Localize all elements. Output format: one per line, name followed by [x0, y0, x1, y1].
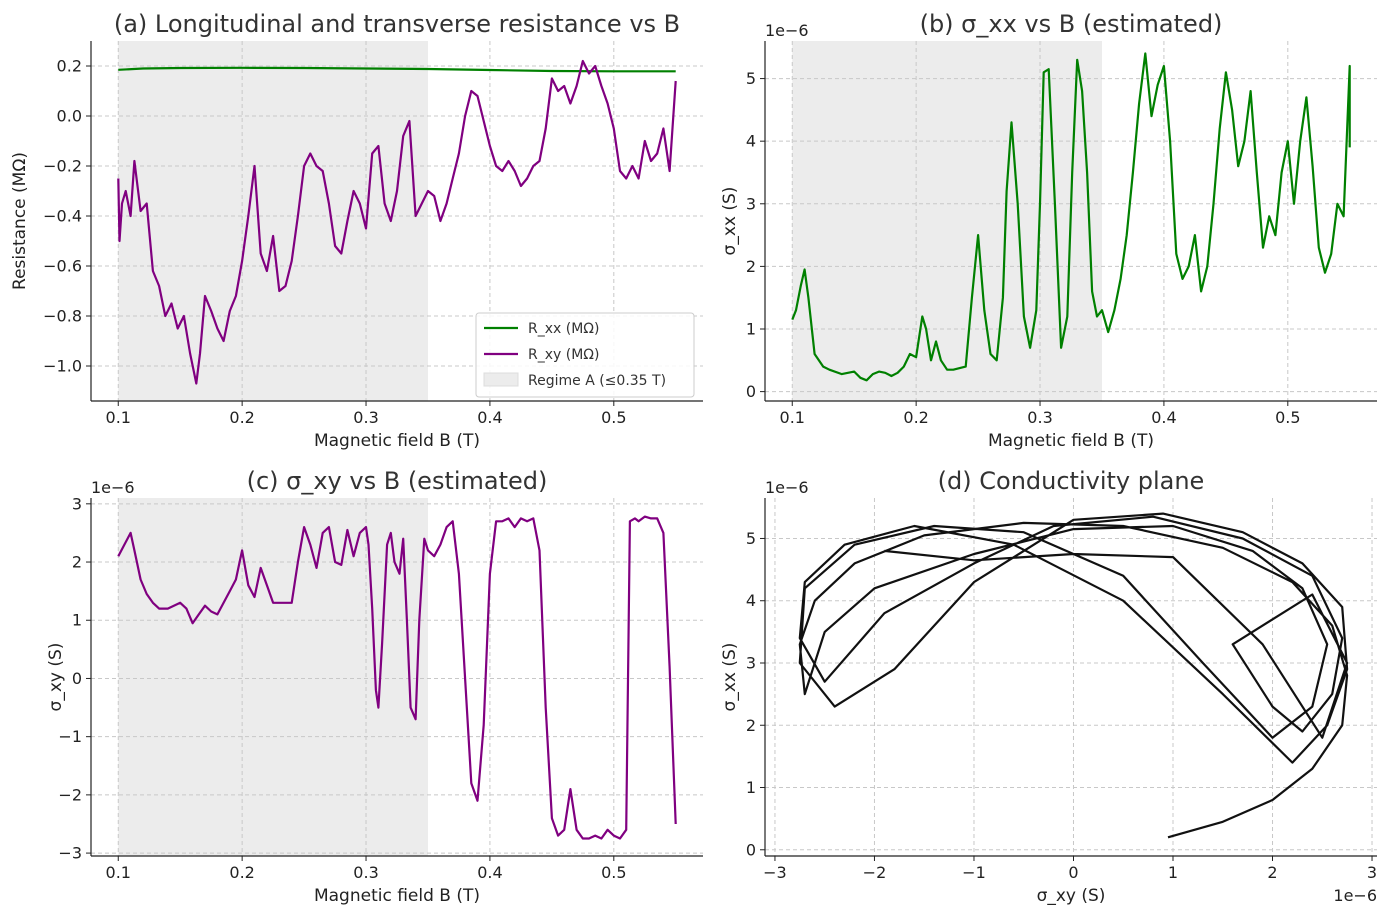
chart-title: (b) σ_xx vs B (estimated) [920, 10, 1223, 38]
x-tick-label: 0.5 [601, 863, 626, 882]
y-tick-label: 2 [746, 257, 756, 276]
y-tick-label: 5 [746, 69, 756, 88]
x-tick-label: 2 [1267, 863, 1277, 882]
x-tick-label: −3 [763, 863, 787, 882]
x-tick-label: 0 [1068, 863, 1078, 882]
series-line-σ_xx [791, 52, 1351, 382]
y-tick-label: −3 [58, 844, 82, 863]
y-tick-label: 0 [72, 669, 82, 688]
x-tick-label: 0.1 [106, 863, 131, 882]
y-offset-label: 1e−6 [91, 478, 135, 497]
y-tick-label: 3 [72, 494, 82, 513]
x-tick-label: 0.4 [477, 863, 502, 882]
y-axis-label: σ_xx (S) [720, 643, 740, 712]
x-tick-label: 0.3 [353, 408, 378, 427]
legend-label: Regime A (≤0.35 T) [528, 373, 666, 389]
legend-label: R_xy (MΩ) [528, 347, 599, 363]
y-tick-label: 0.0 [57, 107, 82, 126]
y-tick-label: 0 [746, 840, 756, 859]
y-tick-label: −1.0 [43, 357, 82, 376]
y-tick-label: −0.6 [43, 257, 82, 276]
x-axis-label: σ_xy (S) [1037, 886, 1106, 906]
x-axis-label: Magnetic field B (T) [314, 431, 480, 451]
y-tick-label: 1 [746, 320, 756, 339]
panel-c: 0.1 0.2 0.3 0.4 0.5 −3 −2 −1 0 1 2 3 (c) σ_xy vs B (… [46, 467, 703, 906]
chart-title: (d) Conductivity plane [938, 467, 1205, 495]
panel-d: −3 −2 −1 0 1 2 3 0 1 2 3 4 5 (d) Conductivity plane σ_… [720, 467, 1377, 906]
x-offset-label: 1e−6 [1333, 886, 1377, 905]
y-axis-label: σ_xy (S) [46, 643, 66, 712]
legend-label: R_xx (MΩ) [528, 321, 599, 337]
x-axis-label: Magnetic field B (T) [988, 431, 1154, 451]
y-tick-label: 1 [746, 778, 756, 797]
series-line-R_xx (MΩ) [118, 66, 676, 73]
x-tick-label: −2 [863, 863, 887, 882]
y-tick-label: 3 [746, 653, 756, 672]
y-tick-label: 3 [746, 194, 756, 213]
series-line-trajectory [798, 512, 1349, 839]
y-offset-label: 1e−6 [765, 478, 809, 497]
y-tick-label: −0.8 [43, 307, 82, 326]
y-tick-label: 5 [746, 529, 756, 548]
x-tick-label: 0.4 [1151, 408, 1176, 427]
x-axis-label: Magnetic field B (T) [314, 886, 480, 906]
legend-swatch-band [483, 372, 519, 387]
panel-b: 0.1 0.2 0.3 0.4 0.5 0 1 2 3 4 5 (b) σ_xx vs B (esti… [720, 10, 1377, 451]
x-tick-label: 1 [1168, 863, 1178, 882]
y-tick-label: 4 [746, 591, 756, 610]
y-tick-label: 1 [72, 611, 82, 630]
x-tick-label: 0.1 [780, 408, 805, 427]
x-tick-label: −1 [962, 863, 986, 882]
x-tick-label: 0.3 [353, 863, 378, 882]
chart-title: (a) Longitudinal and transverse resistan… [114, 10, 680, 38]
y-axis-label: Resistance (MΩ) [10, 152, 30, 290]
y-tick-label: −0.2 [43, 157, 82, 176]
panel-a: 0.1 0.2 0.3 0.4 0.5 −1.0 −0.8 −0.6 −0.4 −0.2 0.0 0.… [10, 10, 703, 451]
series-line-σ_xy [117, 515, 677, 840]
y-tick-label: −0.4 [43, 207, 82, 226]
x-tick-label: 0.5 [1275, 408, 1300, 427]
y-tick-label: 0 [746, 382, 756, 401]
y-tick-label: 0.2 [57, 57, 82, 76]
x-tick-label: 0.4 [477, 408, 502, 427]
x-tick-label: 0.1 [106, 408, 131, 427]
x-tick-label: 0.2 [229, 408, 254, 427]
regime-a-band [118, 41, 428, 401]
series-line-R_xy (MΩ) [117, 59, 677, 385]
y-axis-label: σ_xx (S) [720, 187, 740, 256]
x-tick-label: 0.2 [229, 863, 254, 882]
x-tick-label: 0.2 [903, 408, 928, 427]
y-offset-label: 1e−6 [765, 21, 809, 40]
y-tick-label: −2 [58, 785, 82, 804]
y-tick-label: 2 [72, 553, 82, 572]
x-tick-label: 0.3 [1027, 408, 1052, 427]
regime-a-band [118, 498, 428, 856]
y-tick-label: 2 [746, 716, 756, 735]
legend-box [475, 312, 695, 398]
y-tick-label: 4 [746, 132, 756, 151]
legend: R_xx (MΩ) R_xy (MΩ) Regime A (≤0.35 T) [475, 312, 695, 398]
chart-title: (c) σ_xy vs B (estimated) [247, 467, 548, 495]
x-tick-label: 3 [1367, 863, 1377, 882]
y-tick-label: −1 [58, 727, 82, 746]
x-tick-label: 0.5 [601, 408, 626, 427]
